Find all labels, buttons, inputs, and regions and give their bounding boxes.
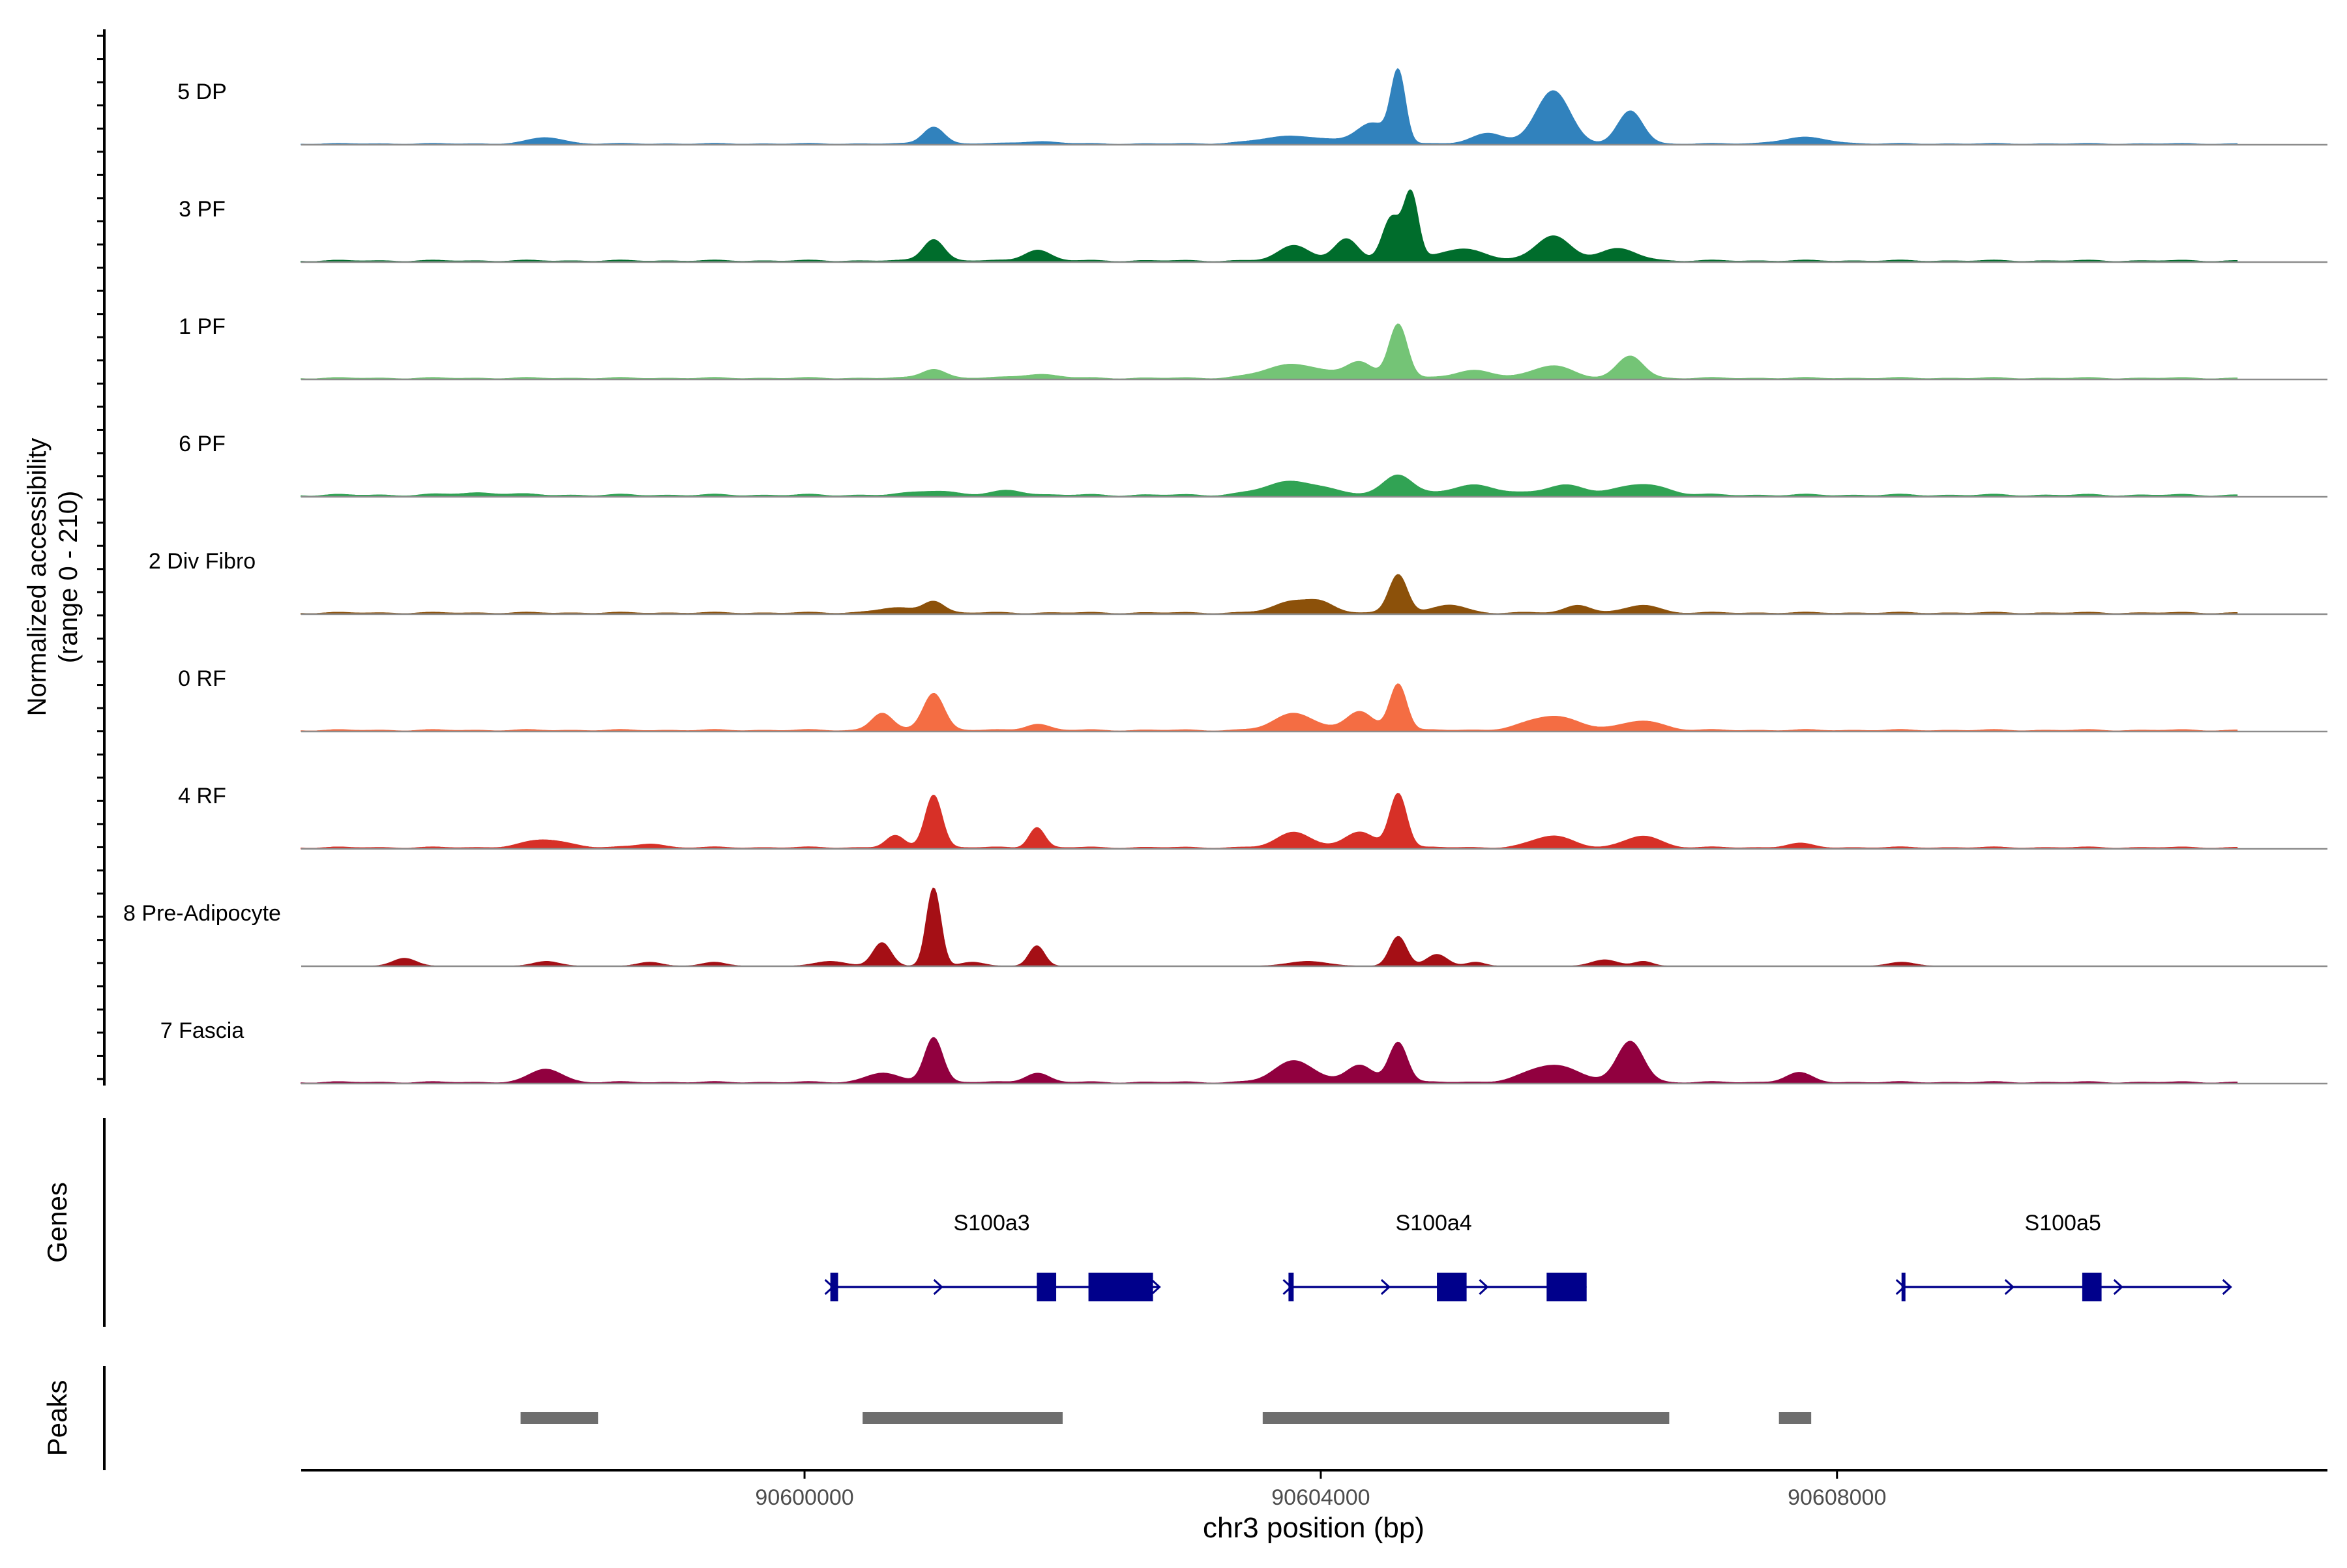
track-1: 3 PF <box>179 189 2327 263</box>
track-8: 7 Fascia <box>160 1018 2327 1085</box>
track-label: 4 RF <box>178 784 226 808</box>
track-area <box>301 323 2238 380</box>
gene-exon <box>1037 1273 1057 1301</box>
gene-exon <box>830 1273 838 1301</box>
strand-arrow <box>1380 1279 1391 1295</box>
gene-exon <box>1088 1273 1153 1301</box>
track-label: 2 Div Fibro <box>149 549 256 574</box>
track-label: 8 Pre-Adipocyte <box>123 901 281 926</box>
x-axis-tick-label: 90608000 <box>1788 1485 1886 1510</box>
gene-1: S100a4 <box>1282 1211 1587 1301</box>
gene-exon <box>2082 1273 2102 1301</box>
strand-arrow <box>2113 1279 2123 1295</box>
track-label: 3 PF <box>179 197 226 222</box>
track-area <box>301 683 2238 732</box>
peak-region-bar <box>520 1412 598 1424</box>
x-axis-tick-label: 90600000 <box>755 1485 853 1510</box>
gene-exon <box>1546 1273 1587 1301</box>
strand-arrow <box>2004 1279 2015 1295</box>
strand-arrow <box>2222 1279 2232 1295</box>
y-axis-title-line2: (range 0 - 210) <box>54 491 83 664</box>
x-axis: 90600000 90604000 90608000 <box>301 1469 2327 1510</box>
gene-annotations: S100a3 S100a4 S100a5 <box>824 1211 2232 1301</box>
track-label: 0 RF <box>178 666 226 691</box>
gene-label: S100a4 <box>1395 1211 1471 1235</box>
track-7: 8 Pre-Adipocyte <box>123 887 2327 968</box>
track-5: 0 RF <box>178 666 2327 733</box>
track-area <box>301 474 2238 497</box>
gene-label: S100a3 <box>953 1211 1029 1235</box>
gene-2: S100a5 <box>1895 1211 2232 1301</box>
peak-region-bar <box>863 1412 1063 1424</box>
peak-regions <box>520 1412 1812 1424</box>
strand-arrow <box>1151 1279 1161 1295</box>
peaks-panel-label: Peaks <box>42 1380 72 1457</box>
gene-label: S100a5 <box>2025 1211 2101 1235</box>
track-label: 5 DP <box>177 80 227 104</box>
track-0: 5 DP <box>177 68 2327 146</box>
track-4: 2 Div Fibro <box>149 549 2327 615</box>
genes-panel-label: Genes <box>42 1182 72 1263</box>
gene-0: S100a3 <box>824 1211 1161 1301</box>
track-label: 7 Fascia <box>160 1018 244 1043</box>
track-label: 1 PF <box>179 314 226 339</box>
y-axis-title-line1: Normalized accessibility <box>23 438 52 717</box>
track-6: 4 RF <box>178 784 2327 850</box>
track-area <box>301 574 2238 615</box>
strand-arrow <box>933 1279 943 1295</box>
strand-arrow <box>1479 1279 1489 1295</box>
coverage-y-axis <box>97 29 106 1086</box>
track-3: 6 PF <box>179 432 2327 498</box>
track-area <box>301 792 2238 850</box>
track-label: 6 PF <box>179 432 226 456</box>
coverage-tracks: 5 DP 3 PF 1 PF 6 PF 2 Div Fibro 0 RF 4 RF 8 Pre… <box>123 68 2327 1085</box>
track-area <box>301 189 2238 263</box>
gene-exon <box>1288 1273 1294 1301</box>
track-area <box>301 1037 2238 1084</box>
peak-region-bar <box>1779 1412 1812 1424</box>
peak-region-bar <box>1262 1412 1670 1424</box>
track-2: 1 PF <box>179 314 2327 381</box>
x-axis-title: chr3 position (bp) <box>1203 1512 1424 1544</box>
x-axis-tick-label: 90604000 <box>1271 1485 1370 1510</box>
gene-exon <box>1901 1273 1906 1301</box>
gene-exon <box>1437 1273 1467 1301</box>
